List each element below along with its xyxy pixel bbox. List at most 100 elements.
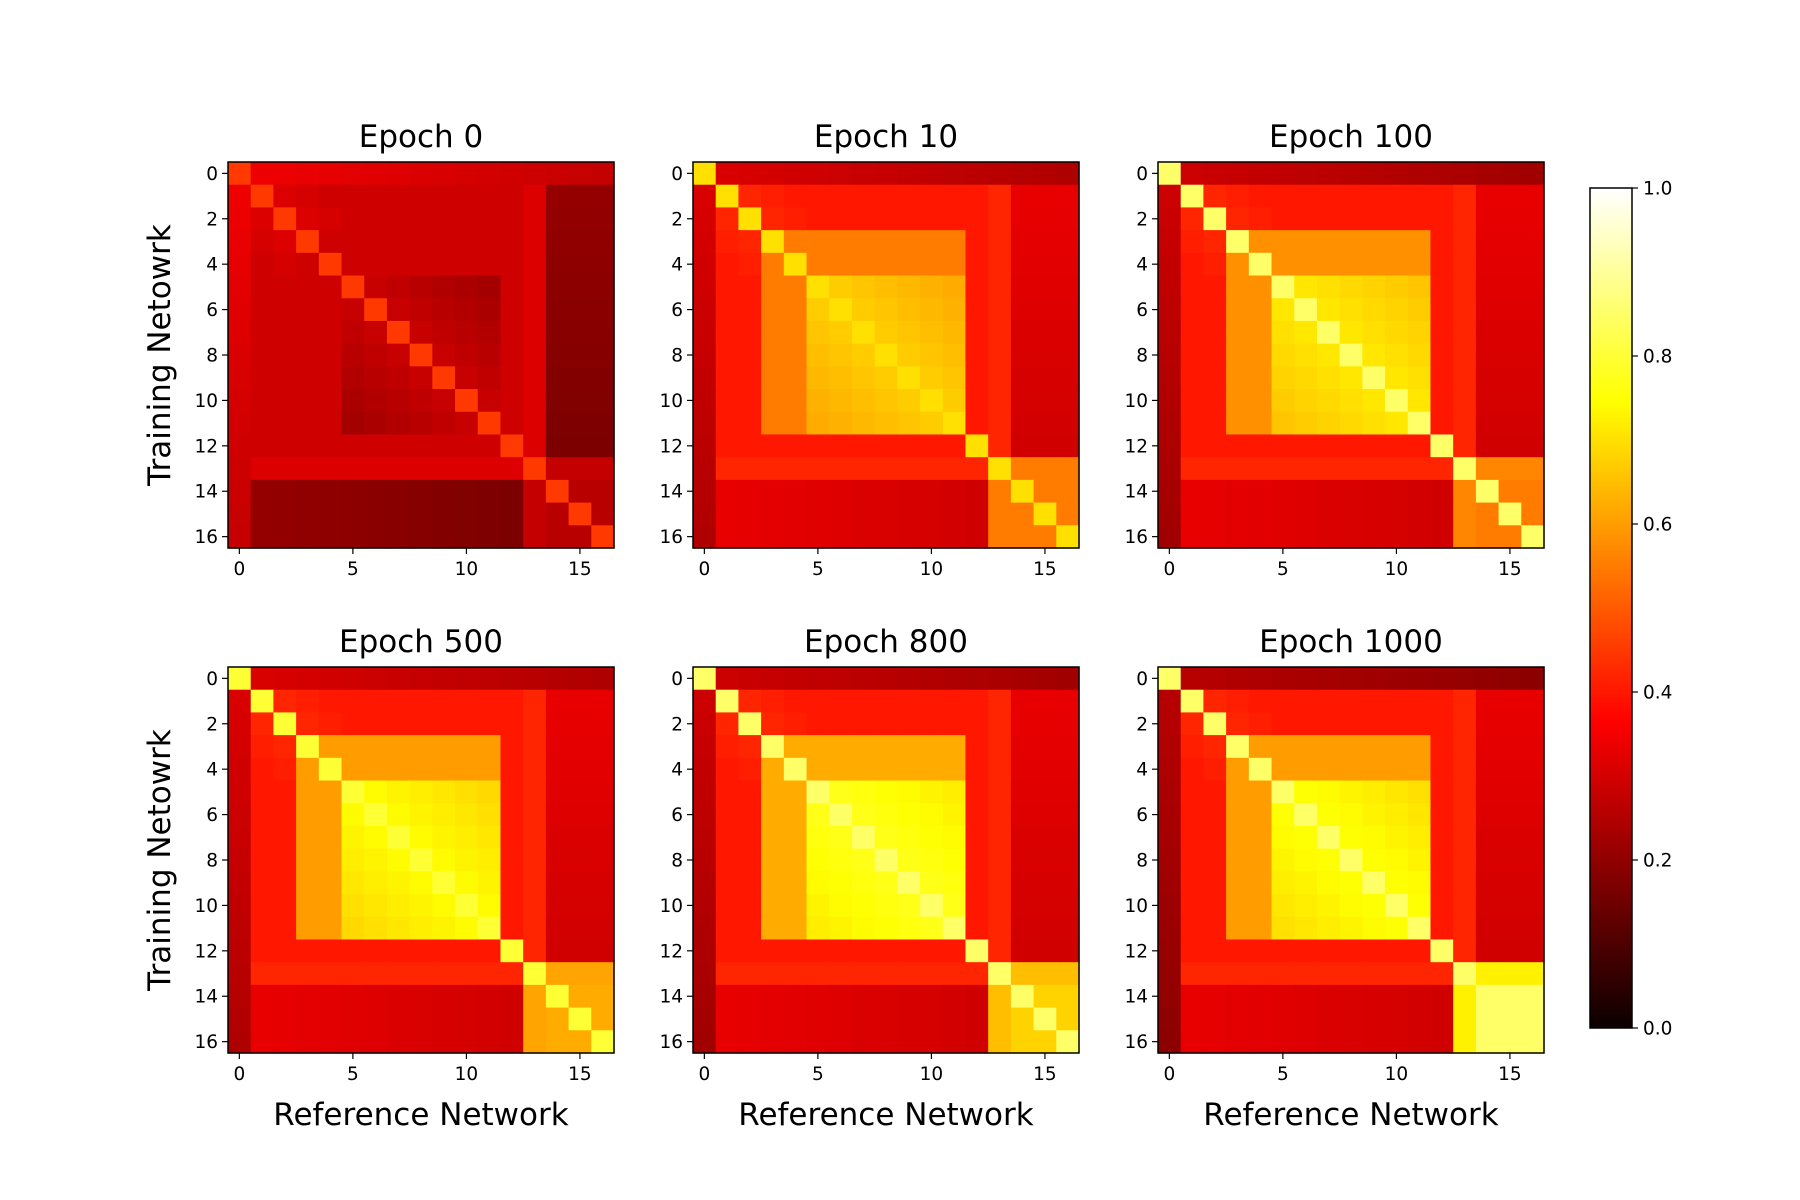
heatmap-cell — [1056, 1030, 1080, 1054]
heatmap-cell — [523, 871, 547, 895]
heatmap-cell — [386, 803, 411, 827]
heatmap-cell — [386, 411, 411, 436]
heatmap-cell — [1498, 939, 1522, 963]
heatmap-cell — [568, 962, 592, 986]
heatmap-cell — [500, 689, 524, 714]
heatmap-cell — [545, 984, 570, 1009]
heatmap-cell — [1521, 343, 1545, 367]
heatmap-cell — [806, 689, 830, 714]
heatmap-cell — [783, 735, 808, 759]
heatmap-cell — [273, 1007, 297, 1031]
heatmap-cell — [715, 871, 740, 895]
heatmap-cell — [783, 667, 808, 691]
heatmap-cell — [851, 780, 876, 804]
heatmap-cell — [455, 757, 479, 782]
heatmap-cell — [1453, 434, 1477, 458]
heatmap-cell — [1453, 984, 1477, 1009]
heatmap-cell — [591, 434, 615, 458]
heatmap-cell — [1521, 298, 1545, 322]
heatmap-cell — [1430, 479, 1454, 504]
heatmap-cell — [1475, 667, 1500, 691]
heatmap-cell — [228, 689, 252, 714]
heatmap-cell — [568, 667, 592, 691]
heatmap-cell — [591, 916, 615, 941]
heatmap-cell — [738, 667, 762, 691]
heatmap-cell — [1498, 366, 1522, 390]
heatmap-cell — [1407, 984, 1432, 1009]
heatmap-cell — [341, 803, 365, 827]
heatmap-cell — [432, 366, 456, 390]
heatmap-cell — [250, 803, 275, 827]
heatmap-cell — [568, 207, 592, 231]
heatmap-cell — [1339, 411, 1363, 436]
heatmap-cell — [364, 803, 388, 827]
heatmap-cell — [965, 434, 989, 458]
heatmap-cell — [386, 939, 411, 963]
heatmap-cell — [693, 894, 717, 918]
heatmap-cell — [1056, 735, 1080, 759]
y-tick-label: 8 — [671, 346, 683, 367]
heatmap-cell — [364, 712, 388, 736]
heatmap-cell — [386, 230, 411, 254]
heatmap-cell — [1226, 502, 1250, 526]
heatmap-cell — [250, 689, 275, 714]
heatmap-cell — [715, 848, 740, 872]
heatmap-cell — [693, 984, 717, 1009]
y-tick-label: 16 — [659, 1032, 683, 1053]
heatmap-cell — [545, 457, 570, 481]
heatmap-cell — [1056, 479, 1080, 504]
heatmap-cell — [965, 230, 989, 254]
heatmap-cell — [942, 871, 967, 895]
heatmap-cell — [318, 252, 343, 277]
heatmap-cell — [1385, 479, 1409, 504]
heatmap-cell — [364, 389, 388, 413]
heatmap-cell — [568, 780, 592, 804]
heatmap-cell — [1453, 962, 1477, 986]
heatmap-cell — [1430, 939, 1454, 963]
heatmap-cell — [715, 803, 740, 827]
heatmap-cell — [341, 366, 365, 390]
heatmap-cell — [829, 894, 853, 918]
heatmap-cell — [1430, 457, 1454, 481]
heatmap-cell — [1407, 689, 1432, 714]
heatmap-cell — [432, 298, 456, 322]
heatmap-cell — [761, 825, 785, 850]
heatmap-cell — [1362, 757, 1386, 782]
heatmap-cell — [523, 667, 547, 691]
heatmap-cell — [851, 479, 876, 504]
heatmap-cell — [523, 343, 547, 367]
heatmap-cell — [1248, 916, 1273, 941]
heatmap-cell — [1180, 230, 1205, 254]
heatmap-cell — [1521, 757, 1545, 782]
heatmap-cell — [715, 525, 740, 549]
heatmap-cell — [715, 207, 740, 231]
heatmap-cell — [1407, 803, 1432, 827]
heatmap-cell — [523, 939, 547, 963]
heatmap-cell — [591, 502, 615, 526]
heatmap-cell — [1271, 712, 1295, 736]
heatmap-cell — [1498, 667, 1522, 691]
heatmap-cell — [228, 712, 252, 736]
heatmap-cell — [318, 457, 343, 481]
heatmap-cell — [1226, 252, 1250, 277]
y-tick-label: 12 — [659, 941, 683, 962]
heatmap-cell — [318, 916, 343, 941]
heatmap-cell — [829, 667, 853, 691]
heatmap-cell — [761, 411, 785, 436]
x-tick-label: 10 — [1385, 559, 1409, 580]
x-tick-label: 10 — [455, 1064, 479, 1085]
heatmap-cell — [942, 757, 967, 782]
heatmap-cell — [942, 320, 967, 345]
heatmap-cell — [1158, 735, 1182, 759]
heatmap-cell — [761, 894, 785, 918]
heatmap-cell — [920, 230, 944, 254]
heatmap-cell — [965, 916, 989, 941]
heatmap-cell — [942, 389, 967, 413]
heatmap-cell — [1271, 275, 1295, 299]
heatmap-cell — [341, 411, 365, 436]
heatmap-cell — [477, 343, 502, 367]
heatmap-cell — [1453, 230, 1477, 254]
heatmap-cell — [783, 939, 808, 963]
heatmap-cell — [228, 298, 252, 322]
heatmap-cell — [591, 275, 615, 299]
